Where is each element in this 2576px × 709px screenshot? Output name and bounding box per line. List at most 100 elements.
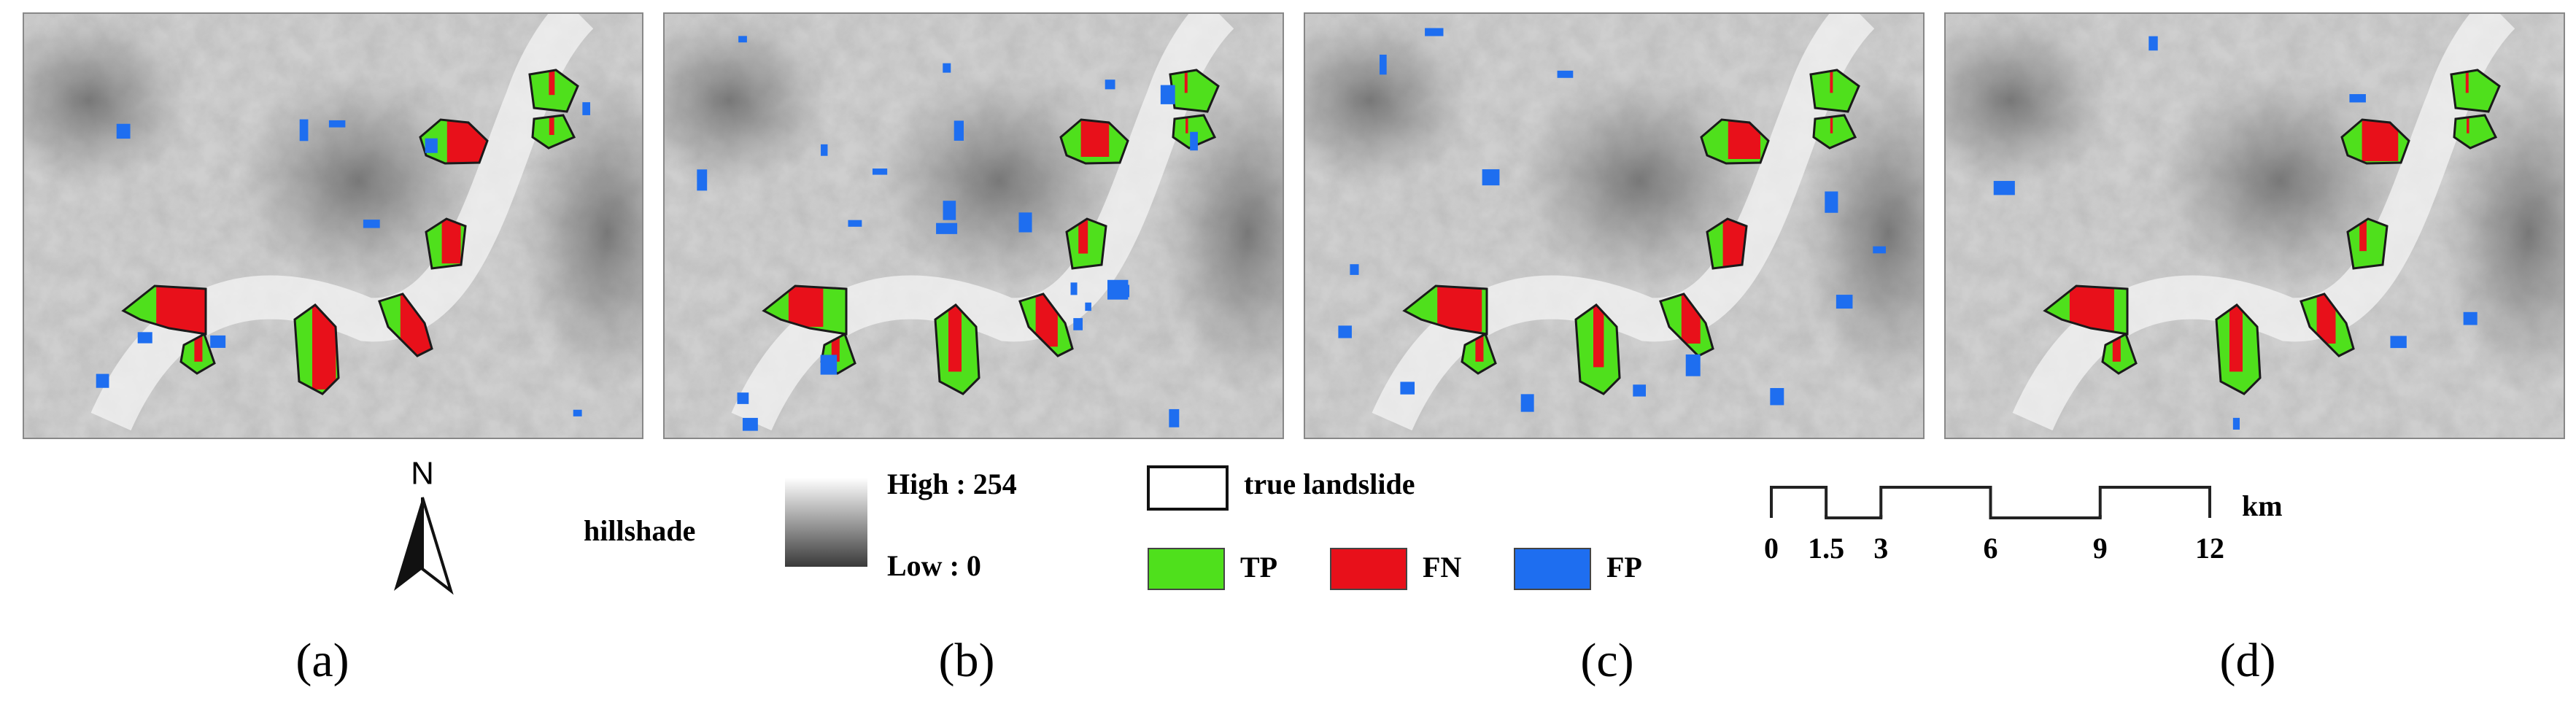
arrow-left bbox=[394, 497, 422, 591]
false-positive bbox=[573, 409, 582, 417]
ridge-shade bbox=[1160, 71, 1283, 392]
false-positive bbox=[697, 169, 708, 191]
landslide-outline bbox=[1812, 114, 1857, 150]
landslide-outline bbox=[1065, 217, 1107, 270]
map-content bbox=[1304, 13, 1924, 438]
false-positive bbox=[1482, 169, 1500, 186]
false-positive bbox=[1425, 28, 1444, 36]
false-positive bbox=[1993, 181, 2015, 195]
map-panel bbox=[1304, 12, 1925, 439]
false-positive bbox=[96, 373, 109, 388]
landslide-fn bbox=[194, 334, 203, 362]
scale-unit: km bbox=[2242, 489, 2283, 522]
landslide-tp bbox=[1173, 115, 1215, 148]
false-positive bbox=[1018, 212, 1032, 233]
ridge-shade bbox=[1801, 71, 1924, 392]
landslide-tp bbox=[2348, 219, 2387, 268]
landslide-tp bbox=[2454, 115, 2496, 148]
false-positive bbox=[1350, 264, 1359, 275]
ridge-shade bbox=[519, 71, 643, 392]
false-positive bbox=[954, 120, 964, 141]
landslide-outline bbox=[531, 114, 576, 150]
scale-bar: 0 1.5 3 6 9 12 km bbox=[1764, 486, 2283, 565]
class-swatch bbox=[1514, 548, 1591, 590]
landslide-outline bbox=[1461, 332, 1497, 375]
landslide-outline bbox=[528, 69, 579, 113]
landslide-fn bbox=[549, 115, 554, 135]
false-positive bbox=[2148, 36, 2158, 51]
landslide-outline bbox=[1809, 69, 1860, 113]
landslide-outline bbox=[293, 303, 340, 395]
landslide-fn bbox=[831, 334, 840, 362]
landslide-fn bbox=[948, 305, 962, 372]
landslide-outline bbox=[762, 284, 848, 336]
map-panel bbox=[663, 12, 1284, 439]
map-frame bbox=[1304, 12, 1925, 439]
false-positive bbox=[738, 36, 747, 43]
landslide-outline bbox=[378, 292, 433, 357]
landslide-outline bbox=[2300, 292, 2355, 357]
landslide-fn bbox=[1078, 219, 1088, 254]
landslide-outline bbox=[1706, 217, 1748, 270]
map-panel bbox=[23, 12, 643, 439]
landslide-tp bbox=[1170, 70, 1218, 112]
scale-tick-label: 6 bbox=[1984, 532, 1998, 565]
landslide-fn bbox=[1185, 115, 1188, 133]
landslide-fn bbox=[1475, 334, 1484, 362]
landslide-outline bbox=[1659, 292, 1714, 357]
false-positive bbox=[582, 102, 590, 115]
false-positive bbox=[1836, 295, 1853, 309]
scale-tick-label: 0 bbox=[1764, 532, 1779, 565]
false-positive bbox=[1105, 80, 1115, 90]
map-frame bbox=[663, 12, 1284, 439]
false-positive bbox=[2232, 417, 2240, 430]
false-positive bbox=[1873, 246, 1886, 254]
landslide-fn bbox=[2229, 305, 2243, 372]
class-label: TP bbox=[1240, 551, 1277, 584]
landslide-outline bbox=[2101, 332, 2138, 375]
hillshade-low: Low : 0 bbox=[887, 549, 981, 582]
ridge-shade bbox=[23, 13, 191, 188]
false-positive bbox=[1825, 191, 1838, 213]
landslide-fn bbox=[2467, 115, 2469, 133]
map-panels bbox=[23, 12, 2565, 439]
scale-tick-label: 9 bbox=[2093, 532, 2108, 565]
landslide-fn bbox=[549, 70, 555, 96]
false-positive bbox=[1070, 282, 1078, 295]
landslide-outline bbox=[121, 284, 207, 336]
false-positive bbox=[1338, 325, 1352, 338]
landslide-outline bbox=[2340, 118, 2410, 165]
false-positive bbox=[1557, 70, 1574, 78]
arrow-right bbox=[421, 497, 454, 595]
false-positive bbox=[2349, 94, 2366, 103]
class-swatch bbox=[1148, 548, 1225, 590]
false-positive bbox=[1169, 408, 1180, 427]
ridge-shade bbox=[875, 71, 1123, 290]
true-landslide-swatch bbox=[1147, 465, 1229, 511]
class-swatch bbox=[1330, 548, 1407, 590]
true-landslide-label: true landslide bbox=[1244, 468, 1415, 500]
ridge-shade bbox=[1516, 71, 1764, 290]
false-positive bbox=[210, 335, 226, 348]
false-positive bbox=[137, 332, 152, 344]
false-positive bbox=[1073, 318, 1083, 330]
false-positive bbox=[1379, 54, 1387, 75]
scale-tick-label: 3 bbox=[1873, 532, 1888, 565]
landslide-fn bbox=[2112, 334, 2121, 362]
landslide-outline bbox=[419, 118, 489, 165]
hillshade-ramp bbox=[785, 478, 867, 567]
false-positive bbox=[1160, 85, 1175, 104]
false-positive bbox=[820, 354, 838, 375]
hillshade-high: High : 254 bbox=[887, 468, 1017, 500]
landslide-fn bbox=[2465, 70, 2469, 93]
false-positive bbox=[299, 119, 309, 142]
panel-caption: (d) bbox=[2220, 634, 2276, 687]
false-positive bbox=[1400, 381, 1415, 395]
landslide-fn bbox=[1830, 115, 1833, 133]
scale-tick-label: 1.5 bbox=[1808, 532, 1844, 565]
false-positive bbox=[1520, 394, 1534, 412]
landslide-outline bbox=[2346, 217, 2389, 270]
false-positive bbox=[943, 63, 951, 73]
false-positive bbox=[1085, 302, 1091, 311]
class-label: FP bbox=[1606, 551, 1642, 584]
